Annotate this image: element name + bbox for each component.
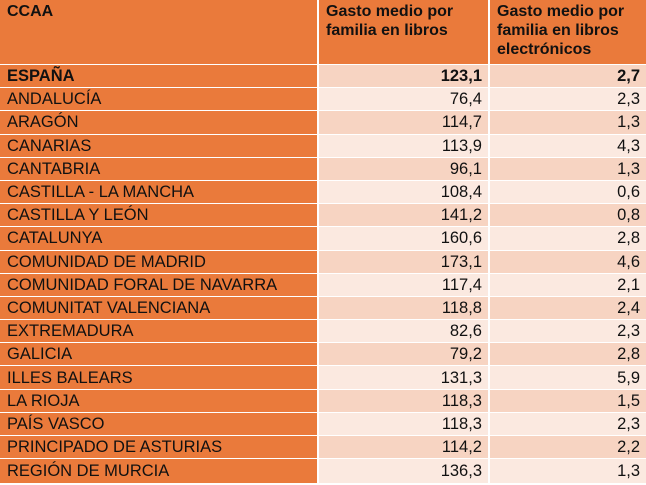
gasto-electronicos-value: 2,4: [488, 296, 646, 321]
gasto-electronicos-value: 2,7: [488, 65, 646, 89]
gasto-electronicos-value: 0,6: [488, 180, 646, 205]
gasto-electronicos-value: 1,3: [488, 111, 646, 135]
region-name: EXTREMADURA: [0, 320, 317, 344]
gasto-libros-value: 118,3: [317, 412, 488, 436]
gasto-electronicos-value: 2,3: [488, 412, 646, 436]
region-name: CASTILLA Y LEÓN: [0, 204, 317, 228]
table-row: ARAGÓN 114,7 1,3: [0, 111, 646, 135]
region-name: PAÍS VASCO: [0, 412, 317, 436]
gasto-libros-value: 173,1: [317, 250, 488, 274]
gasto-electronicos-value: 2,8: [488, 343, 646, 367]
gasto-electronicos-value: 2,2: [488, 436, 646, 460]
gasto-electronicos-value: 1,3: [488, 157, 646, 181]
gasto-libros-value: 114,2: [317, 436, 488, 460]
region-name: ANDALUCÍA: [0, 88, 317, 112]
gasto-libros-value: 131,3: [317, 366, 488, 390]
table-row: CASTILLA Y LEÓN 141,2 0,8: [0, 204, 646, 228]
table-row: EXTREMADURA 82,6 2,3: [0, 320, 646, 344]
gasto-libros-value: 76,4: [317, 88, 488, 112]
region-name: PRINCIPADO DE ASTURIAS: [0, 436, 317, 460]
region-name: CANARIAS: [0, 134, 317, 158]
region-name: REGIÓN DE MURCIA: [0, 459, 317, 485]
gasto-libros-value: 108,4: [317, 180, 488, 205]
region-name: CASTILLA - LA MANCHA: [0, 180, 317, 205]
region-name: ILLES BALEARS: [0, 366, 317, 390]
gasto-electronicos-value: 2,3: [488, 88, 646, 112]
gasto-libros-value: 113,9: [317, 134, 488, 158]
table-row: CASTILLA - LA MANCHA 108,4 0,6: [0, 180, 646, 205]
header-ccaa: CCAA: [0, 0, 317, 65]
gasto-libros-value: 96,1: [317, 157, 488, 181]
table-row: ANDALUCÍA 76,4 2,3: [0, 88, 646, 112]
table-row: CANTABRIA 96,1 1,3: [0, 157, 646, 181]
gasto-electronicos-value: 1,5: [488, 389, 646, 413]
header-gasto-libros: Gasto medio por familia en libros: [317, 0, 488, 65]
header-row: CCAA Gasto medio por familia en libros G…: [0, 0, 646, 65]
table-row: ESPAÑA 123,1 2,7: [0, 65, 646, 89]
region-name: LA RIOJA: [0, 389, 317, 413]
gasto-libros-value: 118,8: [317, 296, 488, 321]
gasto-electronicos-value: 2,1: [488, 273, 646, 297]
gasto-electronicos-value: 4,6: [488, 250, 646, 274]
table-row: PRINCIPADO DE ASTURIAS 114,2 2,2: [0, 436, 646, 460]
gasto-electronicos-value: 0,8: [488, 204, 646, 228]
gasto-electronicos-value: 2,3: [488, 320, 646, 344]
gasto-libros-value: 79,2: [317, 343, 488, 367]
gasto-libros-value: 141,2: [317, 204, 488, 228]
header-gasto-libros-electronicos: Gasto medio por familia en libros electr…: [488, 0, 646, 65]
table-row: COMUNIDAD FORAL DE NAVARRA 117,4 2,1: [0, 273, 646, 297]
table-row: ILLES BALEARS 131,3 5,9: [0, 366, 646, 390]
region-name: ARAGÓN: [0, 111, 317, 135]
gasto-electronicos-value: 4,3: [488, 134, 646, 158]
gasto-electronicos-value: 1,3: [488, 459, 646, 485]
region-name: ESPAÑA: [0, 65, 317, 89]
gasto-electronicos-value: 5,9: [488, 366, 646, 390]
table-row: COMUNIDAD DE MADRID 173,1 4,6: [0, 250, 646, 274]
region-name: COMUNIDAD DE MADRID: [0, 250, 317, 274]
gasto-libros-value: 123,1: [317, 65, 488, 89]
gasto-libros-value: 82,6: [317, 320, 488, 344]
gasto-libros-value: 160,6: [317, 227, 488, 251]
region-name: COMUNITAT VALENCIANA: [0, 296, 317, 321]
gasto-libros-value: 118,3: [317, 389, 488, 413]
table-row: LA RIOJA 118,3 1,5: [0, 389, 646, 413]
gasto-libros-value: 117,4: [317, 273, 488, 297]
table-row: GALICIA 79,2 2,8: [0, 343, 646, 367]
gasto-libros-value: 136,3: [317, 459, 488, 485]
table-row: COMUNITAT VALENCIANA 118,8 2,4: [0, 296, 646, 321]
region-name: CANTABRIA: [0, 157, 317, 181]
region-name: GALICIA: [0, 343, 317, 367]
gasto-electronicos-value: 2,8: [488, 227, 646, 251]
region-name: COMUNIDAD FORAL DE NAVARRA: [0, 273, 317, 297]
gasto-libros-value: 114,7: [317, 111, 488, 135]
table-row: CANARIAS 113,9 4,3: [0, 134, 646, 158]
table-row: REGIÓN DE MURCIA 136,3 1,3: [0, 459, 646, 485]
region-name: CATALUNYA: [0, 227, 317, 251]
table-row: CATALUNYA 160,6 2,8: [0, 227, 646, 251]
table-row: PAÍS VASCO 118,3 2,3: [0, 412, 646, 436]
